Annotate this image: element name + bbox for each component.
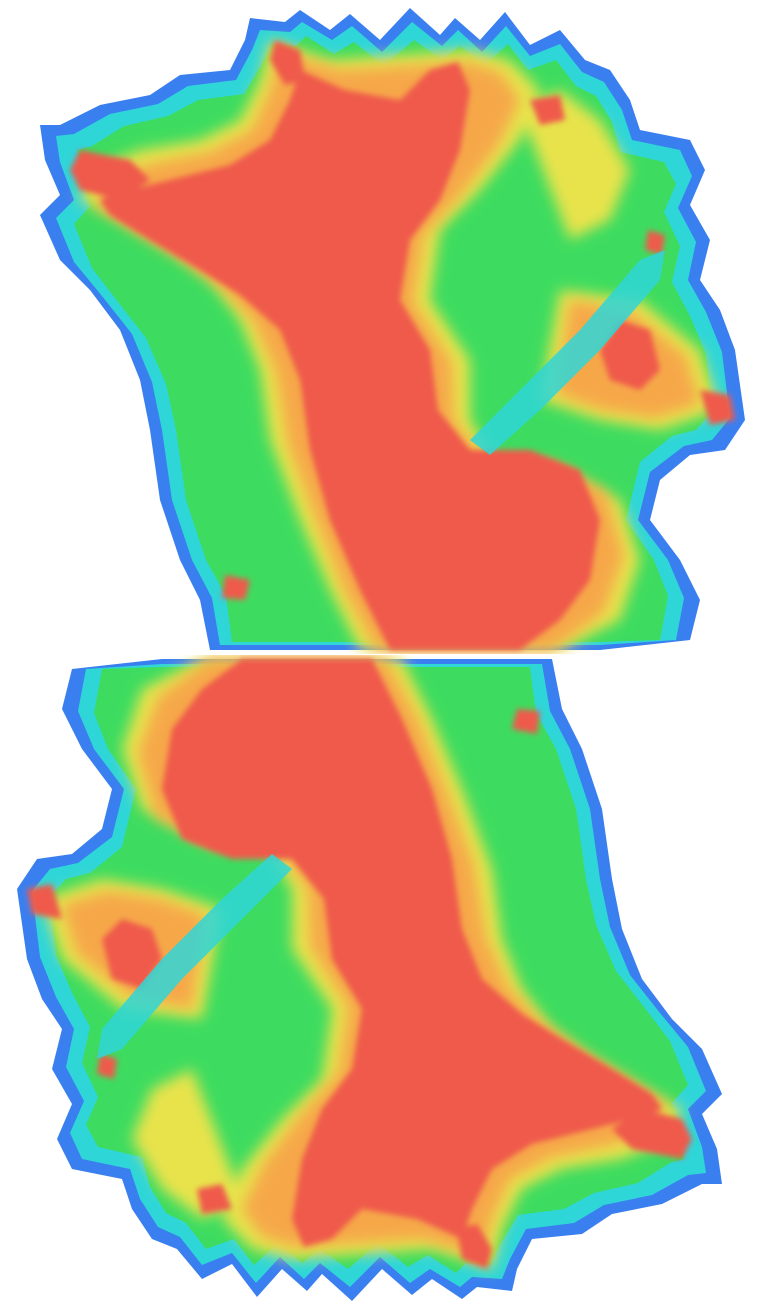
- heatmap-surface-bottom: [0, 655, 762, 1309]
- map-panel-bottom: [0, 655, 762, 1309]
- map-panel-top: [0, 0, 762, 654]
- heatmap-surface-top: [0, 0, 762, 654]
